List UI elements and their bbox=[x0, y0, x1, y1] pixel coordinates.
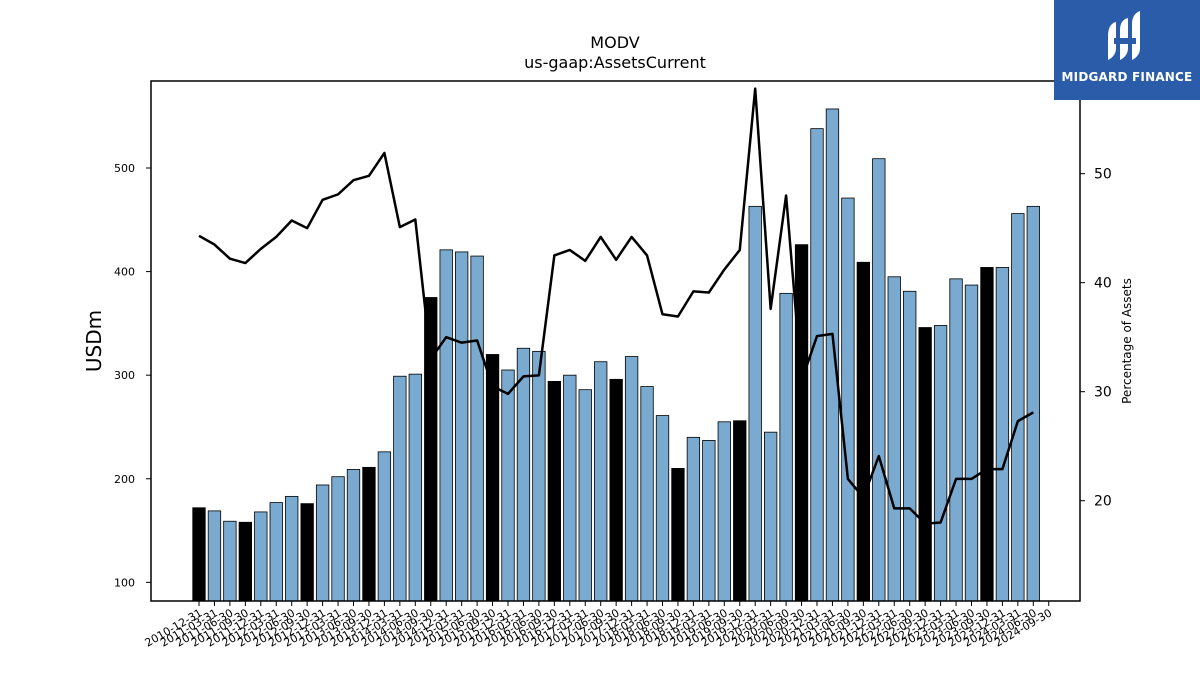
bar bbox=[501, 369, 515, 602]
bar bbox=[640, 386, 654, 602]
y2-tick-label: 20 bbox=[1094, 494, 1112, 510]
bar bbox=[563, 374, 577, 602]
bar bbox=[1026, 205, 1040, 602]
y2-axis: 20 30 40 50 bbox=[1080, 167, 1112, 510]
bar bbox=[223, 520, 237, 602]
bar bbox=[454, 251, 469, 602]
bar bbox=[964, 284, 979, 602]
y-tick-label: 200 bbox=[114, 473, 135, 486]
bar bbox=[995, 267, 1010, 602]
bar bbox=[933, 325, 948, 602]
logo-mark-icon bbox=[1108, 11, 1140, 60]
chart-title: MODV bbox=[590, 33, 639, 52]
bar bbox=[516, 347, 531, 602]
plot-frame bbox=[150, 80, 1081, 602]
bar bbox=[594, 361, 608, 602]
bar bbox=[238, 521, 253, 602]
bar bbox=[887, 276, 901, 602]
bar bbox=[362, 466, 376, 602]
bar bbox=[377, 451, 392, 602]
bar bbox=[285, 495, 299, 602]
y2-tick-label: 40 bbox=[1094, 276, 1112, 292]
bar bbox=[424, 297, 438, 602]
bar bbox=[903, 290, 917, 602]
bar bbox=[192, 507, 206, 602]
bars-layer bbox=[192, 108, 1040, 602]
x-axis: 2010-12-312011-03-312011-06-302011-09-30… bbox=[143, 601, 1054, 650]
y-axis: 100 200 300 400 500 bbox=[114, 162, 151, 589]
bar bbox=[547, 380, 561, 602]
logo-text: MIDGARD FINANCE bbox=[1061, 70, 1193, 84]
y2-axis-label: Percentage of Assets bbox=[1120, 278, 1134, 404]
bar bbox=[408, 373, 422, 602]
bar bbox=[733, 420, 747, 602]
y-axis-label: USDm bbox=[82, 310, 106, 372]
bar bbox=[980, 267, 994, 602]
bar bbox=[856, 261, 870, 602]
bar bbox=[254, 511, 268, 602]
bar bbox=[346, 469, 361, 602]
bar bbox=[439, 249, 453, 602]
bar bbox=[578, 389, 592, 602]
bar bbox=[393, 375, 407, 602]
y-tick-label: 100 bbox=[114, 576, 135, 589]
bar bbox=[655, 415, 670, 602]
y2-tick-label: 30 bbox=[1094, 385, 1112, 401]
bar bbox=[779, 292, 793, 602]
bar bbox=[872, 158, 886, 602]
bar bbox=[748, 205, 762, 602]
bar bbox=[315, 484, 330, 602]
bar bbox=[300, 503, 314, 602]
brand-logo: MIDGARD FINANCE bbox=[1054, 0, 1200, 100]
series-line bbox=[198, 87, 1034, 525]
bar bbox=[624, 356, 639, 602]
bar bbox=[702, 440, 716, 602]
bar bbox=[841, 197, 855, 602]
y-tick-label: 300 bbox=[114, 369, 135, 382]
bar bbox=[717, 421, 731, 602]
bar bbox=[470, 255, 484, 602]
bar bbox=[764, 431, 778, 602]
bar bbox=[485, 354, 500, 602]
y-tick-label: 500 bbox=[114, 162, 135, 175]
bar bbox=[609, 378, 623, 602]
bar bbox=[686, 436, 701, 602]
bar bbox=[269, 502, 283, 602]
bar bbox=[918, 327, 932, 602]
bar bbox=[671, 468, 685, 602]
bar bbox=[1011, 213, 1025, 602]
bar bbox=[825, 108, 840, 602]
bar bbox=[949, 278, 963, 602]
chart-subtitle: us-gaap:AssetsCurrent bbox=[524, 53, 706, 72]
bar bbox=[794, 244, 809, 602]
bar bbox=[810, 128, 824, 602]
bar bbox=[207, 510, 222, 602]
bar bbox=[532, 350, 546, 602]
y2-tick-label: 50 bbox=[1094, 167, 1112, 183]
y-tick-label: 400 bbox=[114, 266, 135, 279]
line-layer bbox=[198, 87, 1034, 525]
bar bbox=[331, 476, 345, 602]
